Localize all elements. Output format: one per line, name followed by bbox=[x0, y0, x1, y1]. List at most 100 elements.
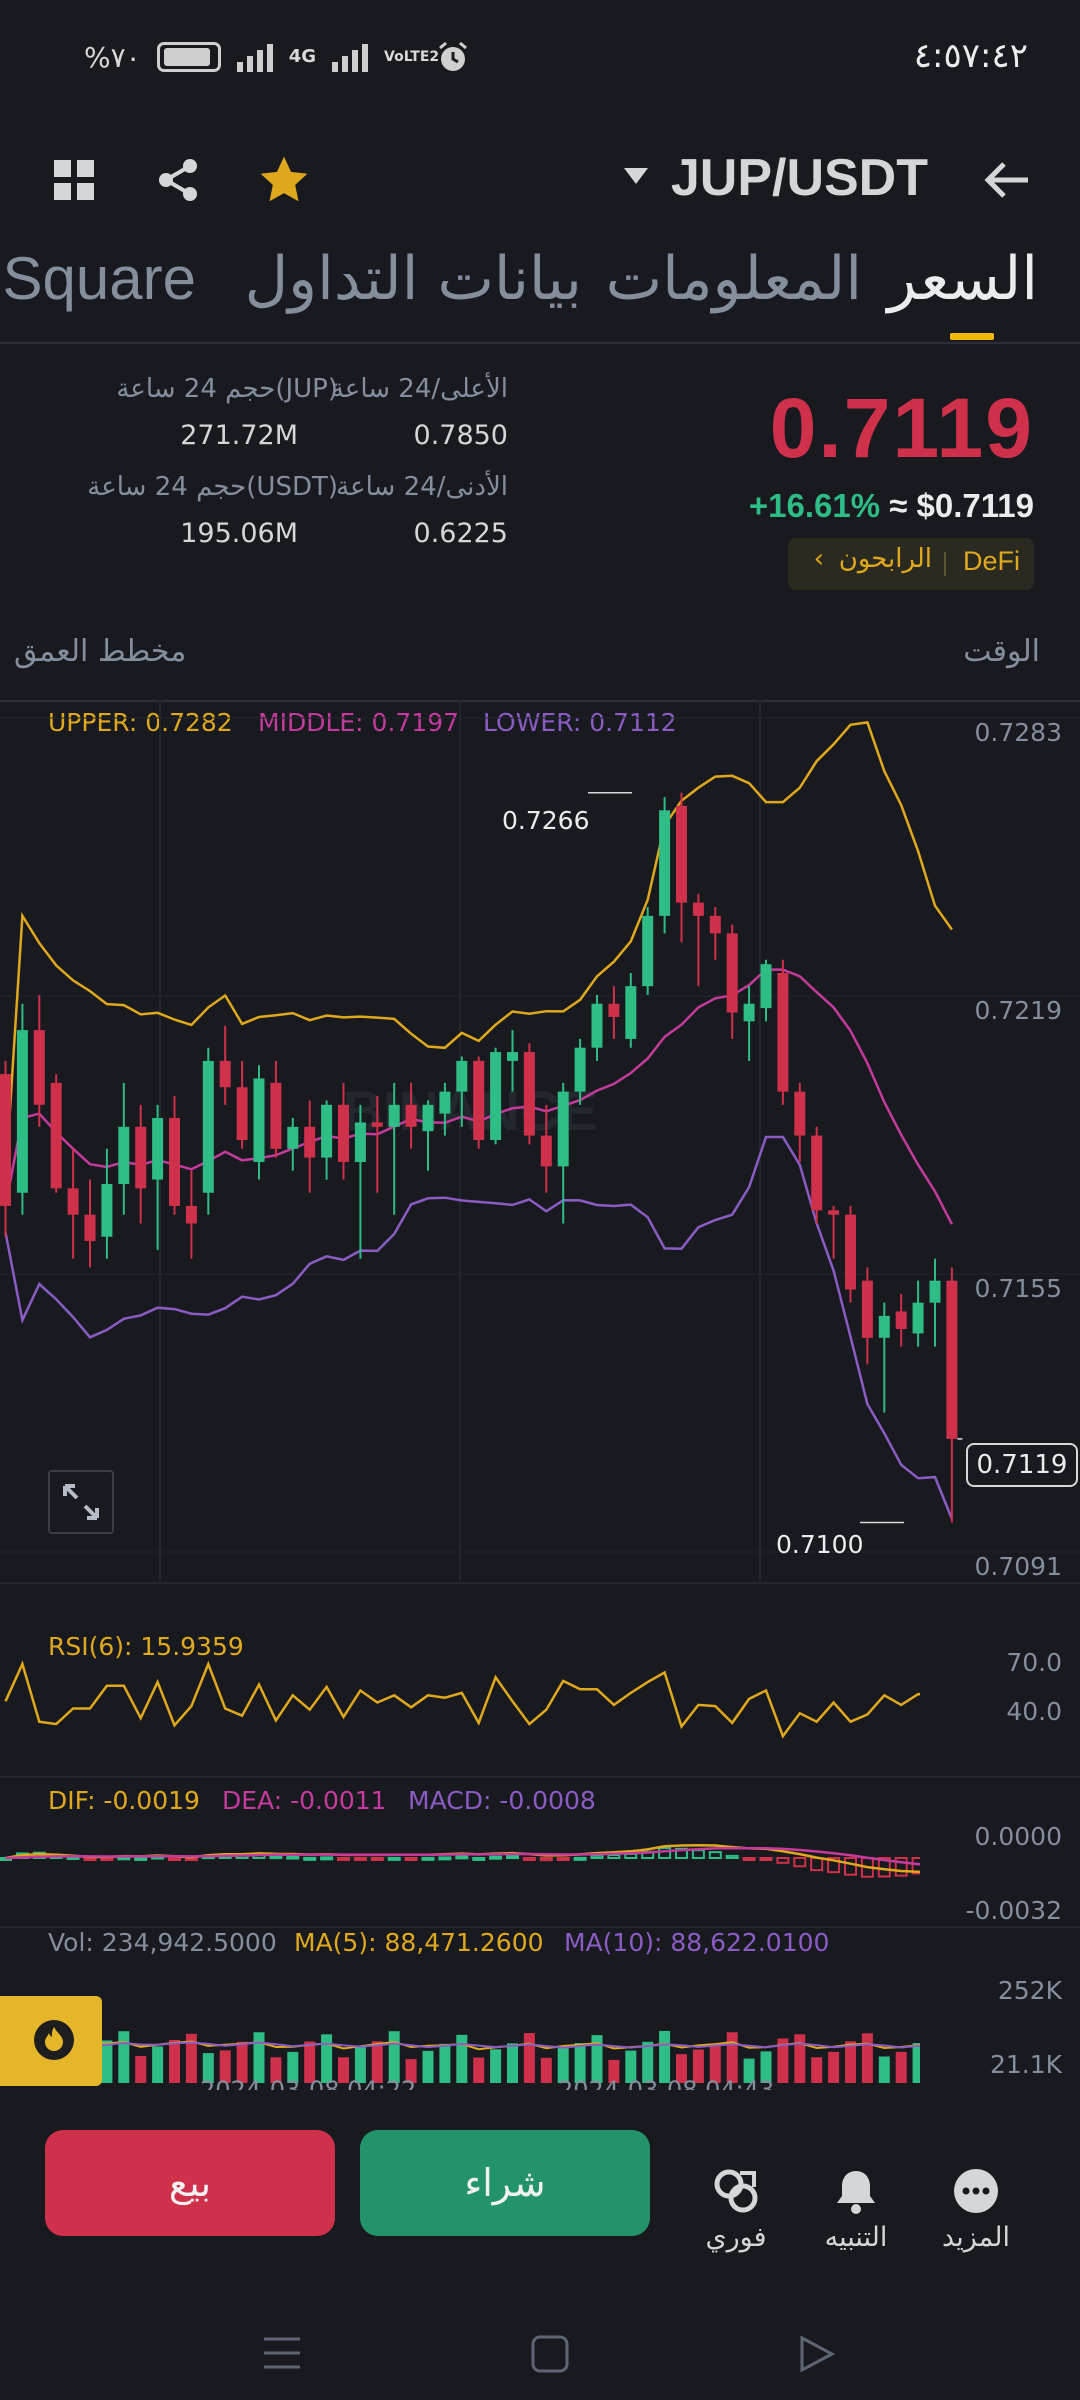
candle-body bbox=[253, 1078, 265, 1162]
volume-bar bbox=[507, 2043, 518, 2083]
volume-bar bbox=[557, 2046, 569, 2083]
macd-histogram-bar bbox=[100, 1857, 114, 1861]
volume-bar bbox=[726, 2032, 738, 2083]
macd-histogram-bar bbox=[590, 1854, 604, 1859]
nav-more-label: المزيد bbox=[942, 2222, 1010, 2253]
nav-alert[interactable]: التنبيه bbox=[806, 2160, 906, 2253]
volume-chart bbox=[0, 2030, 920, 2083]
price-change: +16.61% ≈ $0.7119 bbox=[749, 487, 1034, 525]
volume-bar bbox=[135, 2055, 147, 2083]
candle-body bbox=[354, 1122, 366, 1162]
macd-histogram-bar bbox=[827, 1857, 841, 1874]
candle-body bbox=[912, 1302, 924, 1334]
candle-body bbox=[33, 1030, 45, 1105]
time-interval-button[interactable]: الوقت bbox=[963, 634, 1040, 669]
macd-histogram-bar bbox=[675, 1847, 688, 1859]
macd-histogram-bar bbox=[776, 1857, 790, 1864]
candle-body bbox=[845, 1214, 856, 1290]
floating-rewards-button[interactable] bbox=[0, 1996, 102, 2086]
chart-options-row: الوقت مخطط العمق bbox=[0, 630, 1080, 702]
macd-histogram-bar bbox=[894, 1857, 908, 1877]
pair-dropdown-caret[interactable] bbox=[624, 168, 648, 184]
high-label: الأعلى/24 ساعة bbox=[330, 374, 508, 404]
battery-percent: %٧٠ bbox=[84, 40, 141, 74]
volume-bar bbox=[101, 2040, 113, 2083]
vol-base-label: حجم 24 ساعة(JUP) bbox=[116, 374, 338, 404]
macd-chart bbox=[0, 1844, 920, 1878]
boll-lower-legend: LOWER: 0.7112 bbox=[483, 708, 677, 737]
star-icon[interactable] bbox=[254, 150, 314, 210]
candle-body bbox=[811, 1135, 823, 1211]
nav-spot[interactable]: فوري bbox=[686, 2160, 786, 2253]
tab-info[interactable]: المعلومات bbox=[605, 244, 862, 314]
usd-equivalent: ≈ $0.7119 bbox=[889, 487, 1034, 524]
macd-axis-label: -0.0032 bbox=[965, 1896, 1063, 1925]
tag-divider bbox=[944, 552, 946, 576]
bell-icon bbox=[837, 2171, 875, 2214]
volume-bar bbox=[845, 2041, 856, 2083]
candle-body bbox=[946, 1280, 958, 1439]
min-price-marker: 0.7100 bbox=[776, 1530, 864, 1559]
candle-body bbox=[270, 1082, 282, 1149]
candle-body bbox=[760, 964, 772, 1009]
system-navigation-bar bbox=[0, 2300, 1080, 2400]
grid-icon[interactable] bbox=[44, 150, 104, 210]
candle-body bbox=[169, 1118, 180, 1206]
candle-body bbox=[388, 1104, 400, 1127]
candle-body bbox=[473, 1060, 485, 1140]
candle-body bbox=[405, 1104, 417, 1127]
macd-histogram-bar bbox=[83, 1857, 97, 1861]
back-arrow-icon[interactable] bbox=[976, 150, 1036, 210]
volume-bar bbox=[152, 2046, 164, 2083]
flame-icon bbox=[34, 2020, 74, 2060]
buy-button[interactable]: شراء bbox=[360, 2130, 650, 2236]
candle-body bbox=[422, 1104, 434, 1132]
tag-gainers[interactable]: الرابحون bbox=[838, 544, 932, 574]
candle-body bbox=[456, 1060, 468, 1092]
x-axis-label: 2024-03-08 04:43 bbox=[558, 2076, 775, 2090]
macd-histogram-bar bbox=[337, 1857, 350, 1861]
volume-bar bbox=[118, 2031, 130, 2083]
macd-histogram-bar bbox=[573, 1856, 587, 1861]
volume-bar bbox=[169, 2039, 180, 2083]
candle-body bbox=[557, 1091, 569, 1167]
candle-body bbox=[642, 915, 654, 987]
low-label: الأدنى/24 ساعة bbox=[336, 472, 508, 502]
volume-bar bbox=[354, 2045, 366, 2083]
volume-bar bbox=[878, 2056, 890, 2083]
tag-defi[interactable]: DeFi bbox=[962, 546, 1020, 576]
candle-body bbox=[304, 1126, 316, 1158]
tab-trading-data[interactable]: بيانات التداول bbox=[244, 244, 582, 314]
home-icon[interactable] bbox=[530, 2334, 570, 2374]
macd-histogram-bar bbox=[421, 1856, 435, 1861]
candle-body bbox=[574, 1047, 586, 1092]
y-axis-label: 0.7091 bbox=[974, 1552, 1062, 1581]
spot-icon bbox=[714, 2169, 758, 2213]
nav-more[interactable]: المزيد bbox=[926, 2160, 1026, 2253]
rsi-axis-label: 70.0 bbox=[1006, 1648, 1062, 1677]
macd-histogram-bar bbox=[725, 1854, 739, 1859]
category-tags[interactable]: DeFi الرابحون ‹ bbox=[788, 538, 1034, 590]
back-icon[interactable] bbox=[798, 2334, 836, 2374]
fullscreen-expand-icon[interactable] bbox=[48, 1470, 114, 1534]
volume-bar bbox=[828, 2051, 840, 2083]
sell-button[interactable]: بيع bbox=[45, 2130, 335, 2236]
volume-bar bbox=[422, 2050, 434, 2083]
volume-bar bbox=[777, 2038, 789, 2083]
pair-title[interactable]: JUP/USDT bbox=[670, 149, 928, 207]
candlestick-chart[interactable]: BINANCE bbox=[0, 700, 1080, 1580]
volume-bar bbox=[405, 2059, 417, 2083]
tab-price[interactable]: السعر bbox=[887, 244, 1038, 314]
macd-histogram-bar bbox=[522, 1857, 536, 1861]
menu-icon[interactable] bbox=[262, 2336, 302, 2370]
vol-quote-label: حجم 24 ساعة(USDT) bbox=[87, 472, 338, 502]
macd-histogram-bar bbox=[877, 1857, 891, 1878]
tab-square[interactable]: Square bbox=[2, 245, 196, 312]
volume-bar bbox=[692, 2049, 704, 2083]
chevron-left-icon: ‹ bbox=[813, 544, 824, 574]
candle-body bbox=[67, 1188, 79, 1215]
volume-bar bbox=[388, 2031, 400, 2083]
macd-histogram-bar bbox=[759, 1857, 773, 1861]
share-icon[interactable] bbox=[148, 150, 208, 210]
depth-chart-button[interactable]: مخطط العمق bbox=[14, 634, 187, 669]
